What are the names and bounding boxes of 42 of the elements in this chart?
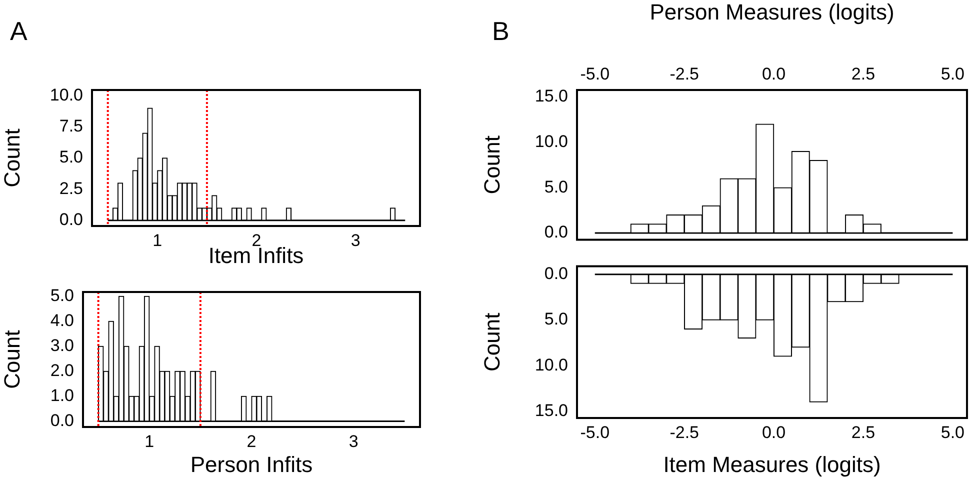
y-tick-label: 0.0 [59,210,83,230]
x-tick-label: 1 [144,432,154,451]
x-tick-label: 3 [350,230,360,250]
y-tick-label: 15.0 [534,86,568,106]
y-tick-label: 5.0 [50,286,74,305]
y-tick-label: 2.0 [50,360,74,380]
x-tick-label: 2.5 [851,422,876,442]
x-tick-label: 5.0 [940,64,965,84]
y-axis-title: Count [0,128,24,188]
y-tick-label: 7.5 [59,116,83,136]
x-tick-label: 2.5 [851,64,876,84]
y-tick-label: 2.5 [59,178,83,198]
text: B [492,16,510,46]
x-tick-label: -5.0 [580,64,610,84]
y-tick-label: 10.0 [534,355,568,374]
y-tick-label: 5.0 [544,177,568,196]
x-tick-label: 0.0 [762,64,786,84]
x-axis-title: Person Measures (logits) [650,0,894,24]
text: A [10,16,28,46]
x-tick-label: 2 [246,432,256,451]
x-axis-title: Person Infits [190,452,313,477]
y-tick-label: 3.0 [50,336,74,355]
y-tick-label: 5.0 [544,310,568,329]
x-tick-label: 0.0 [762,422,786,442]
y-tick-label: 5.0 [59,148,83,167]
x-tick-label: 3 [348,432,358,451]
x-tick-label: -5.0 [580,422,610,442]
y-axis-title: Count [479,136,504,194]
y-tick-label: 0.0 [50,410,74,430]
y-tick-label: 15.0 [534,400,568,420]
y-tick-label: 10.0 [50,85,83,104]
x-tick-label: 5.0 [940,422,965,442]
x-tick-label: -2.5 [670,422,699,442]
y-tick-label: 4.0 [50,310,74,330]
y-tick-label: 10.0 [534,132,568,151]
y-axis-title: Count [479,312,504,372]
x-axis-title: Item Measures (logits) [663,452,881,477]
x-tick-label: 1 [152,230,162,250]
y-tick-label: 0.0 [544,264,568,284]
y-axis-title: Count [0,330,24,389]
x-tick-label: -2.5 [670,64,699,84]
y-tick-label: 1.0 [50,386,74,405]
